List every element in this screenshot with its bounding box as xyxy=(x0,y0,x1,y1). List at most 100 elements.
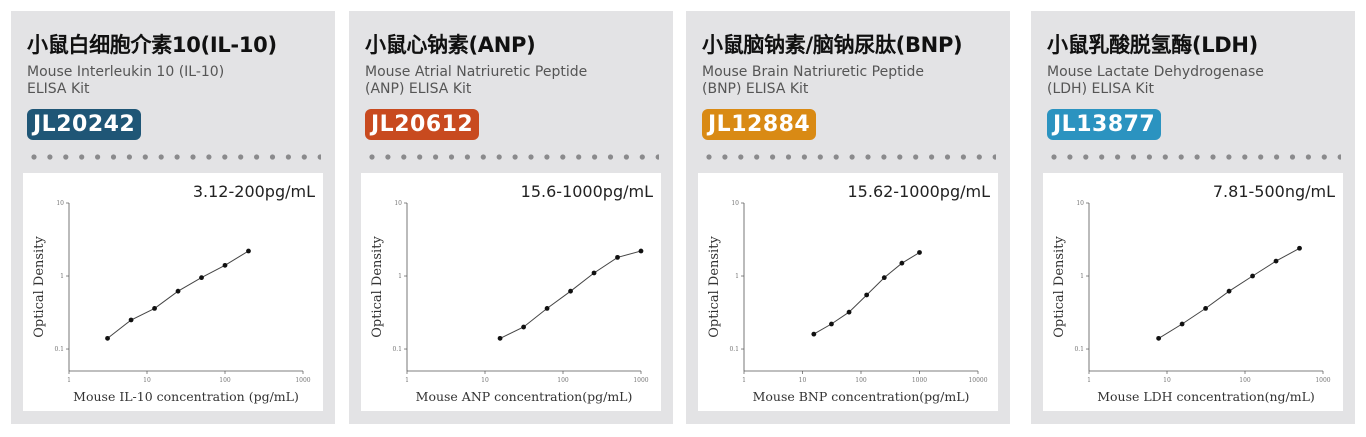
y-tick-label: 1 xyxy=(60,273,64,280)
detection-range: 7.81-500ng/mL xyxy=(1212,182,1335,201)
x-tick-label: 1 xyxy=(67,377,71,384)
divider-dot xyxy=(849,154,855,160)
divider-dot xyxy=(190,154,196,160)
divider-dot xyxy=(95,154,101,160)
x-axis-label: Mouse IL-10 concentration (pg/mL) xyxy=(73,389,299,404)
divider-dot xyxy=(448,154,455,160)
data-point xyxy=(881,275,887,281)
x-axis-label: Mouse LDH concentration(ng/mL) xyxy=(1097,389,1315,404)
divider-dot xyxy=(1210,154,1216,160)
divider-dot xyxy=(881,154,887,160)
divider-dot xyxy=(607,154,614,160)
divider-dot xyxy=(801,154,807,160)
divider-dot xyxy=(1178,154,1184,160)
x-axis-label: Mouse ANP concentration(pg/mL) xyxy=(416,389,633,404)
y-axis-label: Optical Density xyxy=(707,236,722,338)
divider-dot xyxy=(1083,154,1089,160)
divider-dot xyxy=(785,154,792,160)
divider-dot xyxy=(158,154,164,160)
detection-range: 15.6-1000pg/mL xyxy=(520,182,653,201)
product-card[interactable]: 小鼠脑钠素/脑钠尿肽(BNP) Mouse Brain Natriuretic P… xyxy=(686,11,1010,424)
data-point xyxy=(222,262,228,268)
data-point xyxy=(811,331,817,337)
data-point xyxy=(846,309,852,315)
divider-dot xyxy=(1289,154,1296,160)
dotted-divider xyxy=(369,154,659,160)
y-tick-label: 0.1 xyxy=(729,346,739,353)
data-point xyxy=(152,306,157,311)
standard-curve-line xyxy=(499,250,642,339)
divider-dot xyxy=(110,154,117,160)
data-point xyxy=(917,250,922,255)
divider-dot xyxy=(496,154,502,160)
divider-dot xyxy=(913,154,919,160)
data-point xyxy=(199,275,204,281)
divider-dot xyxy=(1162,154,1168,160)
divider-dot xyxy=(817,154,823,160)
divider-dot xyxy=(1194,154,1200,160)
divider-dot xyxy=(269,154,276,160)
y-tick-label: 10 xyxy=(731,200,739,207)
divider-dot xyxy=(317,154,321,160)
data-point xyxy=(829,321,834,327)
divider-dot xyxy=(285,154,291,160)
data-point xyxy=(1156,335,1162,341)
divider-dot xyxy=(63,154,69,160)
data-point xyxy=(899,260,905,266)
divider-dot xyxy=(544,154,550,160)
divider-dot xyxy=(592,154,598,160)
standard-curve-panel: 15.62-1000pg/mL 0.1 1 10 1 10 100 1000 10000 Opti… xyxy=(698,173,998,411)
divider-dot xyxy=(1258,154,1264,160)
x-tick-label: 1000 xyxy=(633,377,648,384)
x-tick-label: 10 xyxy=(799,377,807,384)
y-tick-label: 1 xyxy=(398,273,402,280)
divider-dot xyxy=(1130,154,1137,160)
x-tick-label: 10000 xyxy=(968,377,987,384)
divider-dot xyxy=(401,154,407,160)
divider-dot xyxy=(560,154,566,160)
product-title: 小鼠脑钠素/脑钠尿肽(BNP) xyxy=(702,33,963,57)
product-card[interactable]: 小鼠乳酸脱氢酶(LDH) Mouse Lactate Dehydrogenase … xyxy=(1031,11,1355,424)
dotted-divider xyxy=(31,154,321,160)
catalog-code-badge: JL12884 xyxy=(702,109,817,140)
data-point xyxy=(1179,321,1185,327)
x-tick-label: 1000 xyxy=(912,377,927,384)
x-tick-label: 1000 xyxy=(1315,377,1330,384)
divider-dot xyxy=(174,154,180,160)
product-title: 小鼠白细胞介素10(IL-10) xyxy=(27,33,277,57)
data-point xyxy=(544,306,550,311)
divider-dot xyxy=(433,154,439,160)
divider-dot xyxy=(369,154,375,160)
divider-dot xyxy=(770,154,776,160)
divider-dot xyxy=(1146,154,1152,160)
divider-dot xyxy=(480,154,486,160)
divider-dot xyxy=(126,154,132,160)
divider-dot xyxy=(944,154,951,160)
product-card[interactable]: 小鼠白细胞介素10(IL-10) Mouse Interleukin 10 (IL… xyxy=(11,11,335,424)
product-title: 小鼠乳酸脱氢酶(LDH) xyxy=(1047,33,1258,57)
product-subtitle: Mouse Atrial Natriuretic Peptide (ANP) E… xyxy=(365,64,588,97)
product-card[interactable]: 小鼠心钠素(ANP) Mouse Atrial Natriuretic Pepti… xyxy=(349,11,673,424)
data-point xyxy=(246,248,251,254)
standard-curve-chart: 0.1 1 10 1 10 100 1000 Optical Density Mouse IL-… xyxy=(32,200,311,404)
x-tick-label: 10 xyxy=(143,377,151,384)
y-axis-label: Optical Density xyxy=(32,236,47,338)
data-point xyxy=(638,248,644,254)
product-subtitle: Mouse Lactate Dehydrogenase (LDH) ELISA … xyxy=(1047,64,1264,97)
divider-dot xyxy=(1274,154,1280,160)
divider-dot xyxy=(1099,154,1105,160)
x-tick-label: 10 xyxy=(1163,377,1171,384)
y-tick-label: 10 xyxy=(56,200,64,207)
x-tick-label: 1000 xyxy=(295,377,310,384)
divider-dot xyxy=(576,154,582,160)
y-tick-label: 0.1 xyxy=(1074,346,1084,353)
data-point xyxy=(1297,245,1302,251)
x-tick-label: 1 xyxy=(1087,377,1091,384)
divider-dot xyxy=(992,154,996,160)
divider-dot xyxy=(738,154,744,160)
divider-dot xyxy=(1067,154,1073,160)
divider-dot xyxy=(865,154,871,160)
product-subtitle: Mouse Brain Natriuretic Peptide (BNP) EL… xyxy=(702,64,924,97)
y-tick-label: 10 xyxy=(1076,200,1084,207)
data-point xyxy=(105,335,110,341)
